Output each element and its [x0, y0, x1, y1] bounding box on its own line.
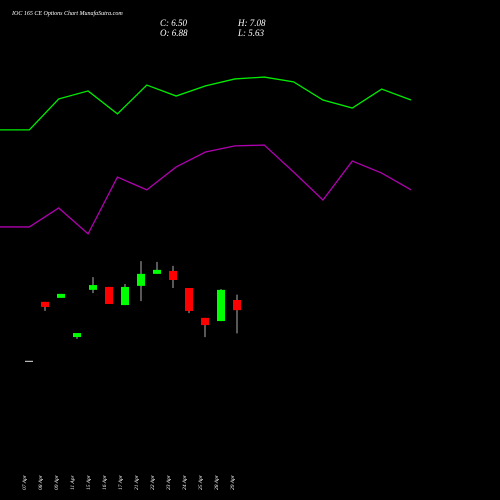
x-tick-label: 15 Apr — [86, 474, 92, 490]
candle-body — [137, 273, 145, 286]
x-tick-label: 08 Apr — [38, 474, 44, 490]
x-tick-label: 07 Apr — [22, 474, 28, 490]
high-label: H: 7.08 — [237, 18, 266, 28]
x-tick-label: 21 Apr — [134, 474, 140, 490]
candle-body — [201, 317, 209, 326]
x-tick-label: 29 Apr — [230, 474, 236, 490]
candle-body — [25, 360, 33, 362]
open-label: O: 6.88 — [160, 28, 188, 38]
close-label: C: 6.50 — [160, 18, 188, 28]
candle-body — [105, 286, 113, 304]
candle-body — [217, 289, 225, 322]
indicator-line — [0, 76, 412, 131]
x-tick-label: 11 Apr — [70, 475, 76, 490]
candle-body — [41, 301, 49, 307]
candle-body — [233, 300, 241, 311]
x-tick-label: 23 Apr — [166, 474, 172, 490]
x-tick-label: 22 Apr — [150, 474, 156, 490]
candle-body — [57, 293, 65, 298]
x-tick-label: 24 Apr — [181, 474, 188, 490]
x-tick-label: 16 Apr — [102, 474, 108, 490]
candle-body — [89, 285, 97, 290]
candle-body — [185, 288, 193, 311]
indicator-line — [0, 144, 412, 235]
candle-body — [73, 333, 81, 338]
chart-title: IOC 165 CE Options Chart MunafaSutra.com — [11, 10, 123, 17]
candle-body — [169, 270, 177, 280]
low-label: L: 5.63 — [237, 28, 265, 38]
candle-body — [153, 269, 161, 274]
candle-body — [121, 286, 129, 306]
x-tick-label: 17 Apr — [118, 474, 124, 490]
x-tick-label: 09 Apr — [54, 474, 60, 490]
x-tick-label: 25 Apr — [198, 474, 204, 490]
x-tick-label: 28 Apr — [214, 474, 220, 490]
